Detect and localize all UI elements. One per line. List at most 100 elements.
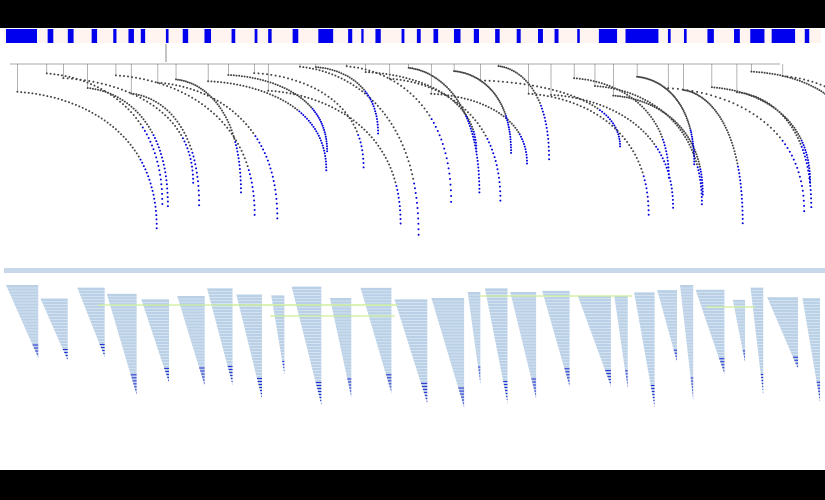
tree-node [414, 68, 417, 71]
tree-node [603, 83, 606, 86]
tree-node [810, 197, 813, 200]
tree-node [176, 128, 179, 130]
tree-node [338, 71, 341, 74]
tree-node [628, 95, 631, 98]
tree-node [690, 131, 693, 134]
tree-node [713, 108, 716, 111]
tree-node [643, 101, 646, 104]
tree-node [496, 96, 499, 99]
tree-node [790, 154, 793, 157]
tree-node [249, 177, 252, 180]
tree-node [263, 152, 266, 155]
tree-node [377, 144, 380, 147]
tree-node [430, 118, 433, 121]
tree-node [660, 135, 663, 138]
tree-node [695, 153, 698, 156]
tree-node [665, 153, 668, 156]
tree-node [803, 155, 806, 158]
tree-node [618, 89, 621, 91]
tree-node [239, 175, 242, 178]
tree-node [139, 158, 142, 161]
tree-node [383, 75, 385, 77]
tree-node [394, 181, 397, 184]
tree-node [198, 199, 201, 202]
tree-node [420, 104, 423, 107]
tree-node [634, 94, 637, 97]
tree-node [390, 122, 393, 125]
tree-node [667, 166, 670, 169]
tree-node [709, 104, 712, 107]
tree-node [493, 80, 495, 82]
bottom-bar [0, 470, 825, 500]
tree-node [738, 172, 741, 175]
tree-node [766, 123, 769, 126]
tree-node [695, 160, 697, 163]
tree-node [436, 78, 439, 81]
tree-node [474, 119, 477, 122]
tree-node [232, 135, 235, 137]
tree-node [298, 110, 301, 113]
tree-node [464, 108, 467, 111]
tree-node [178, 85, 181, 87]
tree-node [693, 163, 696, 166]
tree-node [266, 159, 269, 162]
tree-node [550, 95, 553, 98]
tree-node [258, 141, 261, 144]
tree-node [369, 98, 372, 101]
tree-node [510, 122, 513, 125]
tree-node [752, 113, 755, 116]
strip-block [771, 29, 796, 43]
tree-node [546, 134, 549, 137]
tree-node [592, 101, 595, 104]
overview-strip [4, 29, 821, 43]
tree-node [323, 131, 326, 134]
tree-node [60, 74, 63, 77]
tree-node [499, 65, 502, 68]
tree-node [289, 92, 292, 95]
tree-node [785, 119, 788, 122]
tree-node [725, 129, 728, 132]
tree-node [117, 87, 119, 90]
tree-node [738, 175, 741, 178]
tree-node [732, 102, 735, 105]
tree-node [358, 123, 361, 126]
strip-block [182, 29, 189, 43]
tree-node [497, 172, 500, 175]
tree-node [668, 115, 671, 118]
tree-node [801, 189, 804, 192]
tree-node [630, 147, 633, 150]
tree-node [542, 113, 545, 116]
tree-node [367, 94, 370, 97]
tree-node [641, 105, 644, 108]
tree-node [497, 65, 500, 68]
tree-node [71, 102, 74, 105]
tree-node [748, 110, 751, 113]
tree-node [324, 71, 327, 74]
tree-node [273, 184, 276, 187]
tree-node [508, 128, 511, 131]
tree-node [407, 160, 410, 163]
tree-node [639, 76, 641, 79]
tree-node [602, 117, 605, 120]
tree-node [127, 141, 130, 143]
tree-node [156, 143, 159, 146]
tree-node [469, 74, 472, 76]
tree-node [167, 82, 170, 85]
tree-node [596, 85, 599, 88]
tree-node [409, 92, 412, 95]
tree-node [100, 117, 103, 120]
tree-node [257, 72, 260, 75]
tree-node [319, 139, 322, 142]
tree-node [439, 80, 442, 83]
tree-node [272, 82, 274, 85]
tree-node [299, 65, 301, 68]
tree-node [274, 90, 277, 93]
tree-node [724, 126, 727, 129]
tree-node [200, 91, 202, 94]
tree-node [776, 109, 779, 112]
tree-node [201, 88, 204, 91]
tree-node [157, 164, 160, 167]
tree-node [546, 95, 549, 98]
tree-node [142, 165, 145, 168]
tree-node [104, 83, 107, 86]
